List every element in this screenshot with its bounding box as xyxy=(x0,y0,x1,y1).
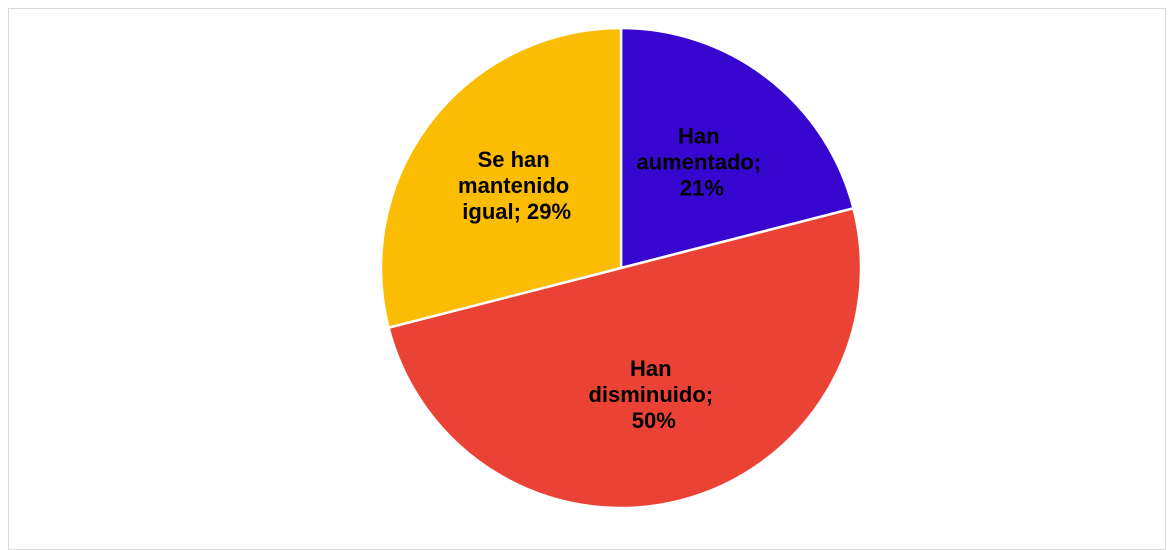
pie-slice xyxy=(619,26,855,270)
data-label: Han disminuido; 50% xyxy=(588,356,719,433)
pie-slice xyxy=(379,26,623,330)
data-label: Se han mantenido igual; 29% xyxy=(458,147,575,224)
pie-slice xyxy=(387,206,863,510)
data-label: Han aumentado; 21% xyxy=(637,124,768,201)
